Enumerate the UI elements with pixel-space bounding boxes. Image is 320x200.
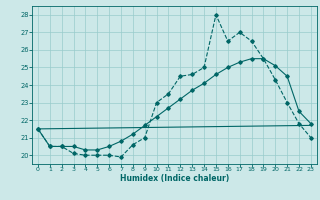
X-axis label: Humidex (Indice chaleur): Humidex (Indice chaleur) — [120, 174, 229, 183]
